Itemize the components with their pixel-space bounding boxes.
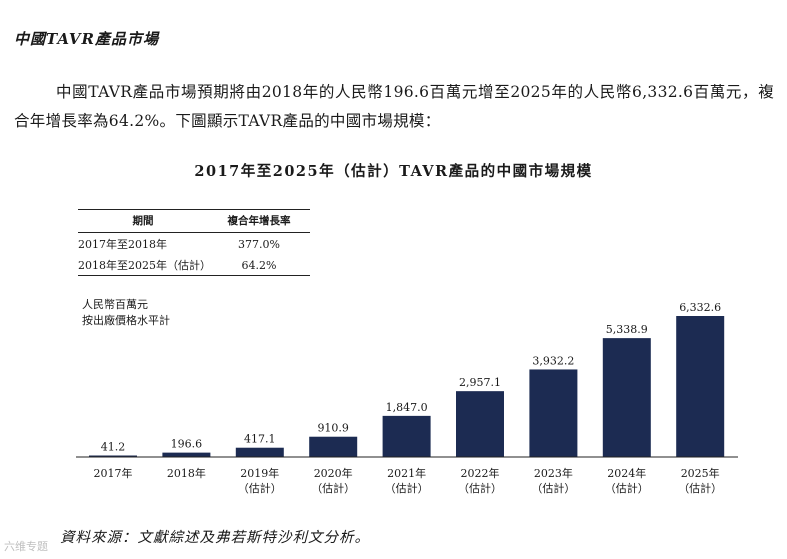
x-tick-label: 2017年	[94, 466, 133, 480]
bar-value-label: 196.6	[171, 438, 203, 451]
y-unit-line-currency: 人民幣百萬元	[82, 298, 148, 311]
x-tick-label: 2023年	[534, 466, 573, 480]
bar-value-label: 41.2	[101, 441, 126, 454]
watermark-logo: 六维专题	[4, 540, 48, 553]
bar	[602, 338, 651, 457]
x-tick-sublabel: （估計）	[385, 481, 429, 495]
section-heading: 中國TAVR產品市場	[14, 30, 159, 48]
cagr-period-cell: 2017年至2018年	[78, 238, 167, 251]
x-tick-sublabel: （估計）	[458, 481, 502, 495]
x-tick-label: 2019年	[240, 466, 279, 480]
cagr-header-period: 期間	[78, 209, 208, 233]
x-tick-label: 2018年	[167, 466, 206, 480]
bar	[382, 415, 431, 457]
chart-title: 2017年至2025年（估計）TAVR產品的中國市場規模	[194, 163, 593, 180]
x-tick-sublabel: （估計）	[531, 481, 575, 495]
y-unit-label: 人民幣百萬元 按出廠價格水平計	[82, 297, 170, 329]
bar	[89, 455, 137, 457]
bar-value-label: 6,332.6	[679, 301, 721, 314]
cagr-rate-cell: 64.2%	[208, 254, 310, 276]
bar-value-label: 3,932.2	[532, 354, 574, 367]
bar	[162, 452, 211, 457]
bar-value-label: 417.1	[244, 433, 276, 446]
y-unit-line-basis: 按出廠價格水平計	[82, 314, 170, 327]
x-tick-label: 2025年	[681, 466, 720, 480]
x-tick-label: 2021年	[387, 466, 426, 480]
x-tick-sublabel: （估計）	[678, 481, 722, 495]
cagr-table-header-row: 期間 複合年增長率	[78, 209, 310, 233]
table-row: 2018年至2025年（估計） 64.2%	[78, 254, 310, 276]
bar	[529, 369, 578, 457]
intro-paragraph: 中國TAVR產品市場預期將由2018年的人民幣196.6百萬元增至2025年的人…	[14, 83, 774, 130]
bar	[309, 436, 358, 457]
cagr-header-rate: 複合年增長率	[208, 209, 310, 233]
x-tick-label: 2024年	[607, 466, 646, 480]
cagr-period-cell: 2018年至2025年（估計）	[78, 254, 211, 276]
bar-value-label: 2,957.1	[459, 376, 501, 389]
cagr-table: 期間 複合年增長率 2017年至2018年 377.0% 2018年至2025年…	[78, 209, 310, 276]
x-tick-sublabel: （估計）	[311, 481, 355, 495]
x-tick-label: 2020年	[314, 466, 353, 480]
bar-value-label: 5,338.9	[606, 323, 648, 336]
bar-value-label: 1,847.0	[386, 401, 428, 414]
bar	[676, 316, 725, 457]
x-tick-sublabel: （估計）	[605, 481, 649, 495]
table-row: 2017年至2018年 377.0%	[78, 233, 310, 255]
bar	[456, 391, 504, 457]
x-tick-label: 2022年	[461, 466, 500, 480]
cagr-rate-cell: 377.0%	[238, 237, 280, 251]
x-tick-sublabel: （估計）	[238, 481, 282, 495]
bar-value-label: 910.9	[317, 422, 349, 435]
bar	[235, 447, 284, 457]
source-note: 資料來源：文獻綜述及弗若斯特沙利文分析。	[60, 530, 370, 546]
